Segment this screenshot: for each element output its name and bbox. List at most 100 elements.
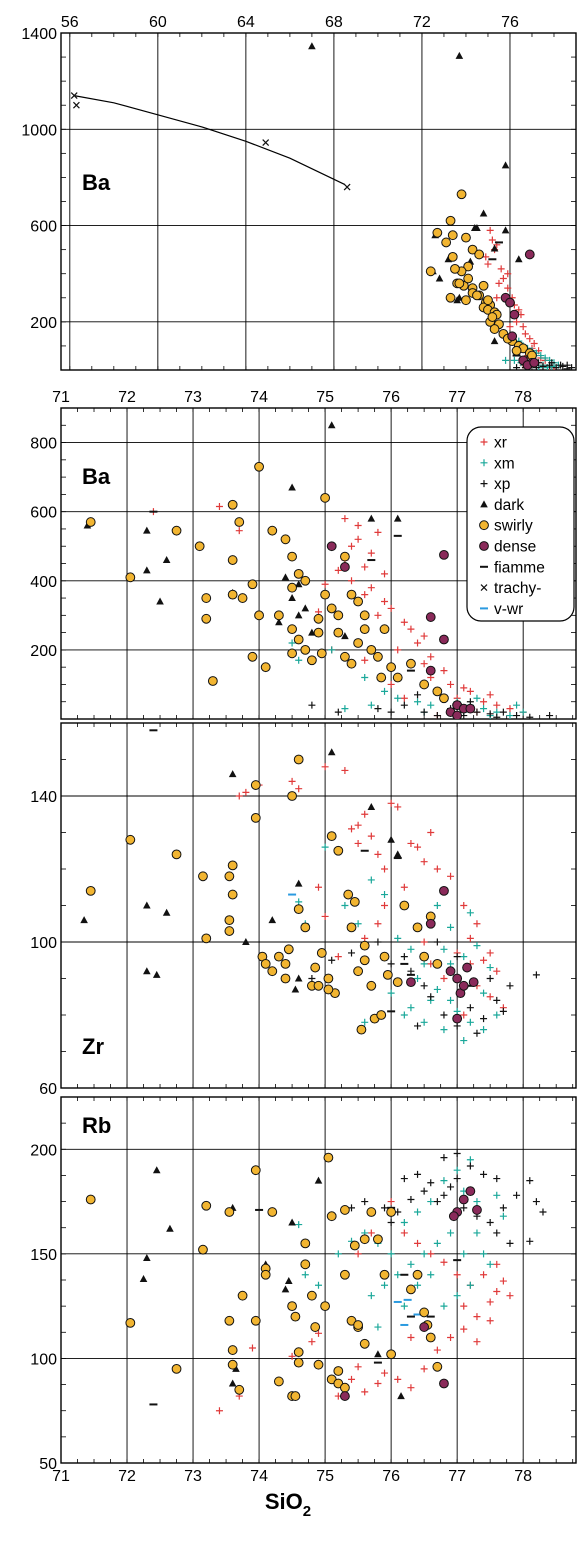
- data-point-xr: [334, 566, 342, 574]
- data-point-swirly: [250, 780, 261, 790]
- data-point-swirly: [227, 499, 238, 510]
- data-point-xr: [334, 953, 342, 961]
- legend-label: swirly: [494, 518, 533, 535]
- data-point-swirly: [373, 651, 383, 662]
- data-point-swirly: [194, 541, 205, 552]
- data-point-xp: [440, 1154, 448, 1162]
- data-point-xr: [506, 705, 514, 713]
- x-tick-label-top: 71: [52, 389, 70, 406]
- data-point-swirly: [313, 980, 324, 991]
- data-point-xm: [321, 843, 329, 851]
- data-point-swirly: [353, 966, 364, 977]
- data-point-dark: [470, 223, 479, 231]
- data-point-dark: [294, 879, 303, 887]
- data-point-xm: [387, 1250, 395, 1258]
- data-point-xm: [433, 985, 441, 993]
- data-point-xm: [447, 960, 455, 968]
- data-point-xr: [420, 632, 428, 640]
- data-point-dark: [327, 421, 336, 429]
- data-point-xr: [394, 646, 402, 654]
- data-point-swirly: [320, 492, 331, 503]
- data-point-swirly: [386, 662, 397, 673]
- data-point-xr: [473, 1338, 481, 1346]
- data-point-dark: [501, 226, 510, 234]
- data-point-swirly: [373, 1234, 383, 1245]
- data-point-xm: [334, 1250, 342, 1258]
- data-point-swirly: [313, 613, 324, 624]
- data-point-xm: [400, 1011, 408, 1019]
- x-axis-title: SiO2: [265, 1489, 311, 1520]
- data-point-dark: [242, 938, 250, 945]
- data-point-xp: [374, 938, 382, 946]
- data-point-swirly: [250, 813, 261, 823]
- data-point-xp: [473, 708, 481, 716]
- data-point-swirly: [349, 1240, 360, 1251]
- data-point-dark: [162, 556, 171, 564]
- data-point-xr: [433, 865, 441, 873]
- data-point-xm: [510, 356, 518, 364]
- chart-panel-2: 200 400 600 800 71 72 73 74 75 76 77 78 Ba xr xm xp dark…: [30, 389, 577, 720]
- series-vwr: [393, 1298, 422, 1326]
- data-point-swirly: [287, 791, 297, 801]
- data-point-swirly: [293, 634, 304, 645]
- plot-frame: [60, 32, 577, 371]
- data-point-dense: [462, 962, 472, 973]
- data-point-dark: [288, 483, 296, 491]
- data-point-swirly: [287, 624, 297, 635]
- data-point-xr: [506, 1292, 514, 1300]
- data-point-xm: [361, 674, 369, 682]
- data-point-xr: [460, 1302, 468, 1310]
- data-point-dark: [514, 255, 523, 263]
- data-point-swirly: [320, 589, 331, 600]
- data-point-swirly: [247, 651, 258, 662]
- data-point-xr: [381, 1369, 389, 1377]
- data-point-swirly: [379, 624, 390, 635]
- data-point-swirly: [326, 1211, 337, 1222]
- data-point-dark: [393, 850, 402, 858]
- x-tick-label-bottom: 72: [118, 1468, 136, 1485]
- data-point-swirly: [432, 959, 443, 969]
- element-label: Ba: [82, 170, 111, 195]
- legend: xr xm xp dark swirly dense fiamme trachy-v-wr: [466, 426, 575, 622]
- data-point-swirly: [227, 555, 238, 565]
- data-point-xm: [453, 1166, 461, 1174]
- data-point-dark: [228, 1379, 237, 1387]
- data-point-swirly: [85, 886, 96, 896]
- data-point-swirly: [201, 1200, 212, 1211]
- data-point-swirly: [287, 648, 297, 659]
- data-point-xm: [519, 708, 527, 716]
- data-point-swirly: [280, 959, 291, 969]
- data-point-dense: [425, 918, 436, 929]
- data-point-xr: [486, 691, 494, 699]
- data-point-xm: [394, 1271, 402, 1279]
- data-point-xm: [537, 352, 545, 360]
- data-point-swirly: [392, 672, 403, 683]
- data-point-xp: [506, 1239, 514, 1247]
- data-point-xr: [387, 1198, 395, 1206]
- data-point-xr: [440, 667, 448, 675]
- data-point-xm: [394, 694, 402, 702]
- data-point-dark: [327, 748, 336, 756]
- data-point-swirly: [406, 658, 416, 669]
- series-fiamme: [149, 510, 415, 672]
- data-point-swirly: [260, 1269, 271, 1280]
- data-point-xm: [433, 1239, 441, 1247]
- data-point-xp: [557, 361, 565, 369]
- data-point-swirly: [333, 845, 344, 856]
- data-point-xp: [548, 359, 556, 367]
- data-point-dark: [228, 770, 237, 778]
- y-tick-label: 150: [30, 1247, 57, 1264]
- data-point-swirly: [399, 900, 410, 911]
- data-point-swirly: [349, 896, 360, 907]
- data-point-dark: [288, 594, 296, 602]
- data-point-xm: [381, 687, 389, 695]
- data-point-swirly: [224, 1207, 235, 1217]
- data-point-swirly: [333, 627, 344, 638]
- data-point-xr: [407, 1384, 415, 1392]
- data-point-dark: [143, 901, 151, 909]
- trend-line: [74, 95, 346, 186]
- data-point-xp: [513, 1191, 521, 1199]
- data-point-dark: [143, 566, 151, 574]
- data-point-xp: [493, 1229, 501, 1237]
- data-point-xr: [315, 883, 322, 891]
